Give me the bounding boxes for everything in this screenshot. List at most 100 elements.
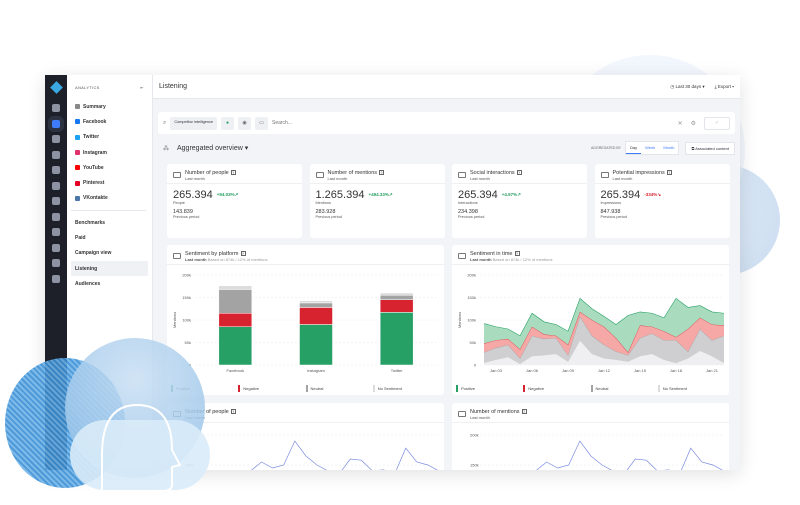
sentiment-by-platform-card: Sentiment by platform? Last month Based o… [167, 245, 444, 395]
legend-label: No Sentiment [662, 386, 687, 391]
help-icon[interactable]: ? [379, 170, 385, 175]
chart-period: Last month [470, 415, 490, 420]
grid-icon: ⁂ [163, 145, 169, 152]
sidebar-item-youtube[interactable]: YouTube [67, 160, 152, 175]
legend-label: Positive [176, 386, 191, 391]
associated-content-button[interactable]: ⧉ Associated content [685, 141, 735, 155]
help-icon[interactable]: ? [240, 251, 246, 256]
legend-item-no-sentiment[interactable]: No Sentiment [657, 385, 725, 392]
chart-title: Number of people [185, 409, 229, 415]
filter-chip[interactable]: Competitor intelligence [170, 116, 217, 130]
overview-dropdown[interactable]: Aggregated overview ▾ [177, 145, 249, 152]
sidebar-item-listening[interactable]: Listening [71, 260, 148, 277]
sidebar-item-campaign-view[interactable]: Campaign view [75, 250, 112, 257]
legend: Positive Negative Neutral No Sentiment [456, 385, 725, 392]
legend-item-positive[interactable]: Positive [456, 385, 523, 392]
kpi-card: Number of people? Last month 265.394 +94.0… [167, 164, 302, 238]
thumbs-up-icon[interactable] [52, 259, 60, 267]
sentiment-filter-icon[interactable]: ● [221, 116, 234, 130]
camera-icon[interactable]: ◉ [238, 116, 251, 130]
kpi-period: Last month [327, 176, 348, 181]
sidebar-item-label: Facebook [83, 118, 107, 125]
legend-item-neutral[interactable]: Neutral [590, 385, 658, 392]
bar-neutral [218, 289, 253, 314]
sidebar-item-audiences[interactable]: Audiences [75, 280, 101, 287]
settings-icon[interactable]: ⚙ [690, 120, 696, 127]
x-tick-label: Jan 09 [562, 368, 575, 373]
kpi-previous-label: Previous period [600, 215, 627, 219]
legend-label: Negative [243, 386, 260, 391]
sidebar-item-benchmarks[interactable]: Benchmarks [75, 219, 106, 226]
network-icon[interactable] [52, 197, 60, 205]
help-icon[interactable]: ? [514, 251, 520, 256]
search-input[interactable] [272, 120, 674, 126]
date-range-dropdown[interactable]: ◷ Last 30 days ▾ [670, 83, 705, 89]
y-axis-label: Mentions [172, 312, 177, 328]
legend-item-positive[interactable]: Positive [171, 385, 238, 392]
legend-swatch [657, 385, 660, 392]
publisher-icon[interactable] [52, 135, 60, 143]
kpi-previous-label: Previous period [458, 215, 485, 219]
sidebar-item-vkontakte[interactable]: VKontakte [67, 191, 152, 206]
y-tick-label: 50k [470, 340, 476, 345]
export-button[interactable]: ⤓ Export ▾ [714, 83, 734, 89]
sidebar-item-facebook[interactable]: Facebook [67, 114, 152, 129]
legend-item-negative[interactable]: Negative [523, 385, 590, 392]
y-tick-label: 150k [470, 463, 479, 468]
line-chart: 150k 200k [470, 433, 724, 470]
legend-label: Negative [528, 386, 545, 391]
legend-item-no-sentiment[interactable]: No Sentiment [372, 385, 440, 392]
legend-item-neutral[interactable]: Neutral [305, 385, 373, 392]
dashboard-icon[interactable] [52, 104, 60, 112]
aggregate-month-tab[interactable]: Month [659, 142, 679, 154]
kpi-card: Potential impressions? Last month 265.394… [594, 164, 730, 238]
area-chart: 0 50k 100k 150k 200k Mentions Jan 03 Jan 06 Jan … [457, 273, 725, 373]
bar-no-sentiment [218, 285, 253, 290]
bar-chart: 0 50k 100k 150k 200k Mentions Facebook Instagra… [172, 273, 437, 373]
collapse-icon[interactable]: ⇤ [140, 85, 144, 90]
apply-button[interactable]: ✓ [704, 116, 730, 130]
aggregate-week-tab[interactable]: Week [641, 142, 660, 154]
folder-icon [600, 172, 609, 178]
sidebar-item-instagram[interactable]: Instagram [67, 145, 152, 160]
help-icon[interactable]: ? [521, 409, 527, 414]
help-icon[interactable]: ? [230, 409, 236, 414]
sidebar-item-summary[interactable]: Summary [67, 99, 152, 114]
legend-swatch [456, 385, 458, 392]
chart-note: Based on 874k / 12% of mentions [492, 257, 553, 262]
link-icon[interactable]: ▭ [255, 116, 268, 130]
megaphone-icon[interactable] [52, 228, 60, 236]
clear-icon[interactable]: ✕ [677, 120, 683, 127]
sidebar-item-paid[interactable]: Paid [75, 235, 86, 242]
overview-bar: ⁂ Aggregated overview ▾ AGGREGATED BY Da… [163, 141, 735, 155]
logo-icon [49, 81, 63, 94]
header: Listening ◷ Last 30 days ▾ ⤓ Export ▾ [153, 75, 740, 99]
kpi-previous-value: 143.839 [173, 209, 193, 215]
help-icon[interactable]: ? [516, 170, 522, 175]
sidebar: ANALYTICS ⇤ Summary Facebook Twitter Instagr… [67, 75, 153, 470]
chart-note: Based on 874k / 12% of mentions [207, 257, 268, 262]
x-tick-label: Jan 18 [670, 368, 683, 373]
chart-period: Last month [470, 257, 492, 262]
sidebar-item-twitter[interactable]: Twitter [67, 130, 152, 145]
community-icon[interactable] [52, 150, 60, 159]
bot-icon[interactable] [52, 243, 60, 252]
shield-icon[interactable] [52, 212, 60, 221]
folder-icon [458, 411, 466, 417]
y-tick-label: 150k [185, 463, 194, 468]
help-icon[interactable]: ? [666, 170, 672, 175]
calendar-icon[interactable] [52, 166, 60, 174]
legend-item-negative[interactable]: Negative [238, 385, 305, 392]
bar-no-sentiment [379, 292, 414, 296]
sidebar-item-pinterest[interactable]: Pinterest [67, 175, 152, 190]
aggregate-day-tab[interactable]: Day [626, 142, 642, 154]
kpi-value: 1.265.394 [315, 189, 365, 201]
target-icon[interactable] [52, 181, 60, 190]
cart-icon[interactable] [52, 274, 60, 283]
divider [71, 210, 146, 212]
analytics-icon[interactable] [52, 119, 60, 128]
sidebar-item-label: YouTube [83, 164, 104, 171]
help-icon[interactable]: ? [230, 170, 236, 175]
bar-positive [379, 312, 414, 366]
kpi-change: +494.33% [368, 192, 389, 198]
